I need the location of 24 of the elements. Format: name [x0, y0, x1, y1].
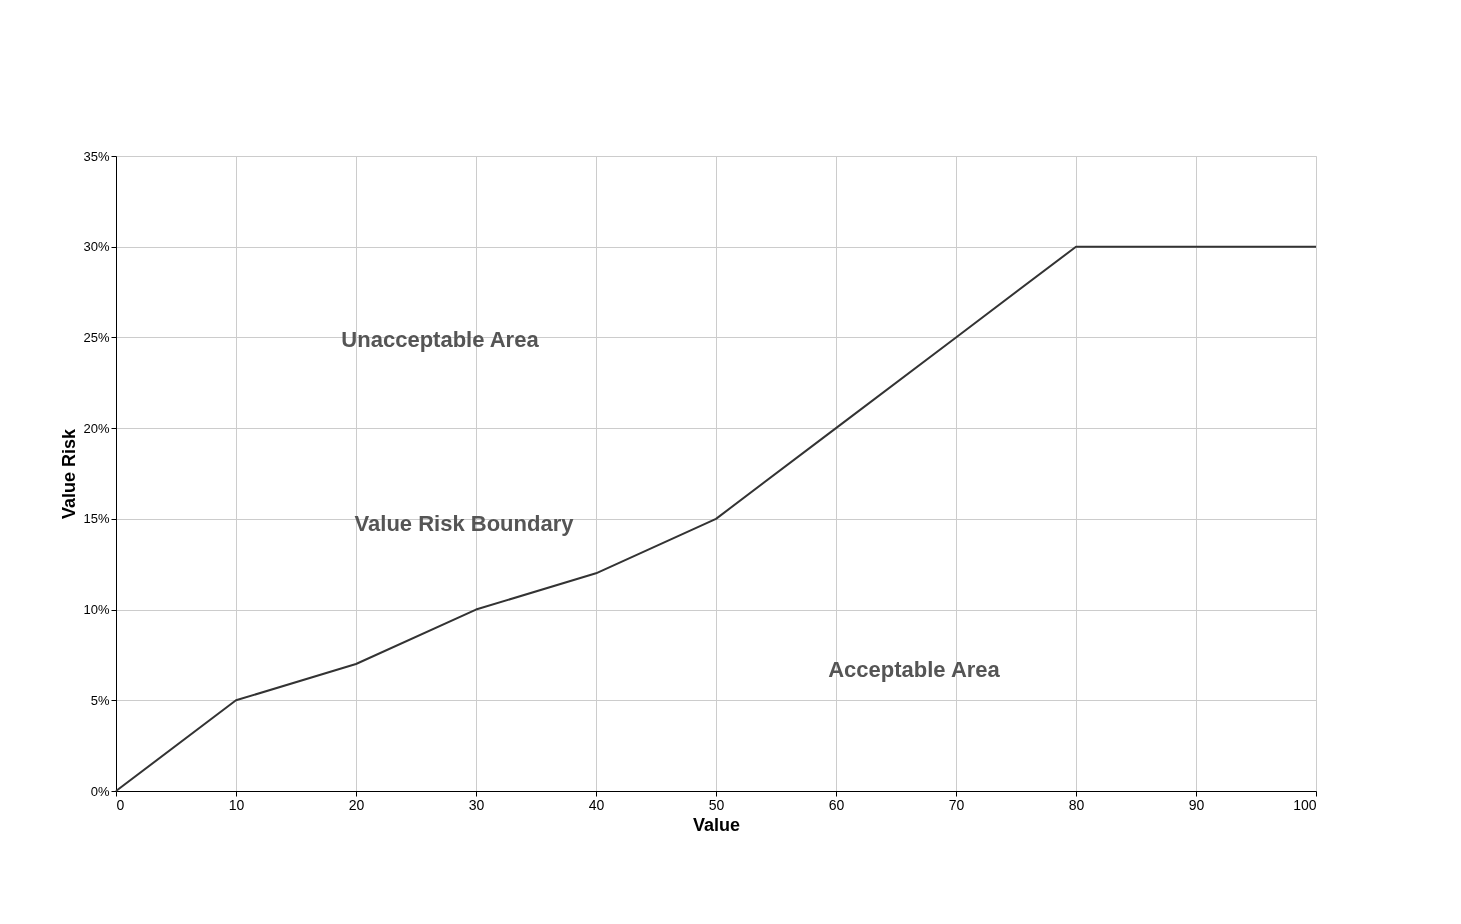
- x-axis-title: Value: [692, 814, 741, 835]
- annotation: Unacceptable Area: [341, 327, 540, 353]
- x-tick-label: 0: [116, 796, 125, 813]
- x-tick-label: 40: [588, 796, 605, 813]
- x-tick-label: 80: [1068, 796, 1085, 813]
- y-tick-label: 10%: [83, 602, 110, 618]
- annotation: Value Risk Boundary: [354, 511, 575, 537]
- y-tick-label: 0%: [90, 783, 110, 799]
- x-tick-label: 60: [828, 796, 845, 813]
- x-tick-label: 50: [708, 796, 725, 813]
- x-tick-label: 100: [1293, 796, 1317, 813]
- y-tick-label: 25%: [83, 329, 110, 345]
- x-tick-label: 10: [228, 796, 245, 813]
- x-tick-label: 20: [348, 796, 365, 813]
- y-tick-label: 30%: [83, 239, 110, 255]
- y-tick-label: 15%: [83, 511, 110, 527]
- x-tick-label: 90: [1188, 796, 1205, 813]
- x-tick-label: 70: [948, 796, 965, 813]
- x-tick-label: 30: [468, 796, 485, 813]
- y-tick-label: 35%: [83, 148, 110, 164]
- y-tick-label: 5%: [90, 692, 110, 708]
- y-axis-title: Value Risk: [59, 427, 80, 520]
- annotation: Acceptable Area: [828, 657, 1001, 683]
- y-tick-label: 20%: [83, 420, 110, 436]
